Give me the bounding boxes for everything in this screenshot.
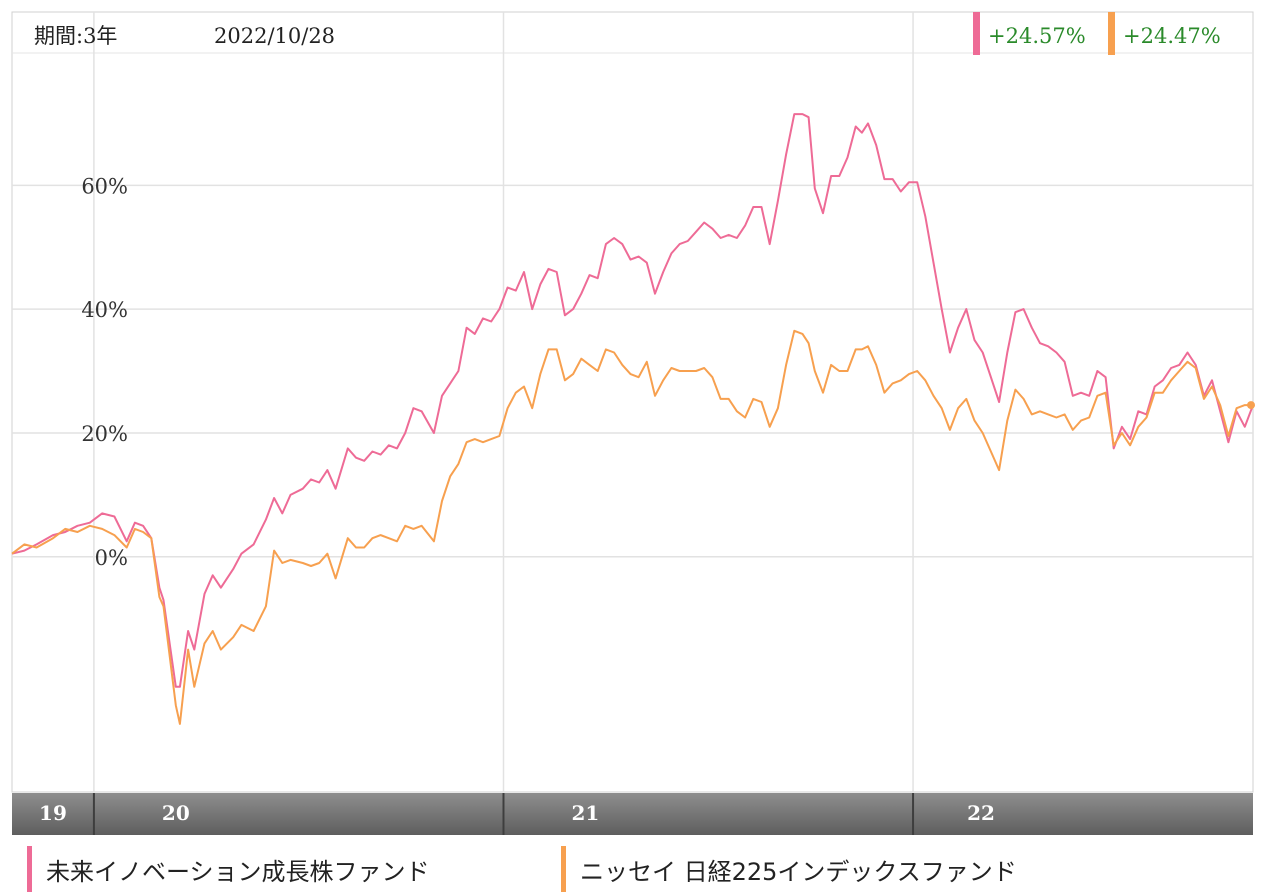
x-tick-label: 21 [571,801,599,825]
return-swatch-2 [1108,12,1115,55]
y-tick-label: 0% [95,546,128,570]
period-label: 期間:3年 [34,24,117,48]
series-line-1 [11,113,1254,688]
return-swatch-1 [973,12,980,55]
plot-frame [11,11,1254,793]
legend-swatch-2 [561,846,566,892]
line-chart: 60% 40% 20% 0% 期間:3年 2022/10/28 +24.57% +24… [11,11,1255,835]
x-axis-bands: 19 20 21 22 [12,793,1253,835]
series-end-marker [1247,401,1255,410]
y-tick-label: 20% [81,422,128,446]
x-band-21 [503,793,914,835]
date-label: 2022/10/28 [214,24,335,48]
legend-item-2: ニッセイ 日経225インデックスファンド [561,846,1017,892]
vertical-gridlines [93,12,914,792]
x-band-19 [12,793,94,835]
x-band-22 [913,793,1253,835]
x-tick-label: 19 [39,801,67,825]
y-axis-ticks: 60% 40% 20% 0% [81,174,128,569]
y-tick-label: 40% [81,298,128,322]
legend-label-1: 未来イノベーション成長株ファンド [46,857,430,886]
x-tick-label: 22 [967,801,995,825]
legend-item-1: 未来イノベーション成長株ファンド [27,846,430,892]
x-tick-label: 20 [162,801,190,825]
y-tick-label: 60% [81,174,128,198]
legend: 未来イノベーション成長株ファンド ニッセイ 日経225インデックスファンド [0,838,1268,896]
series-lines [11,113,1255,725]
legend-swatch-1 [27,846,32,892]
x-band-20 [93,793,504,835]
chart-header: 期間:3年 2022/10/28 +24.57% +24.47% [34,12,1221,55]
series-line-2 [11,329,1253,725]
legend-label-2: ニッセイ 日経225インデックスファンド [580,857,1017,886]
return-value-2: +24.47% [1123,24,1221,48]
return-value-1: +24.57% [988,24,1086,48]
horizontal-gridlines [12,52,1253,558]
